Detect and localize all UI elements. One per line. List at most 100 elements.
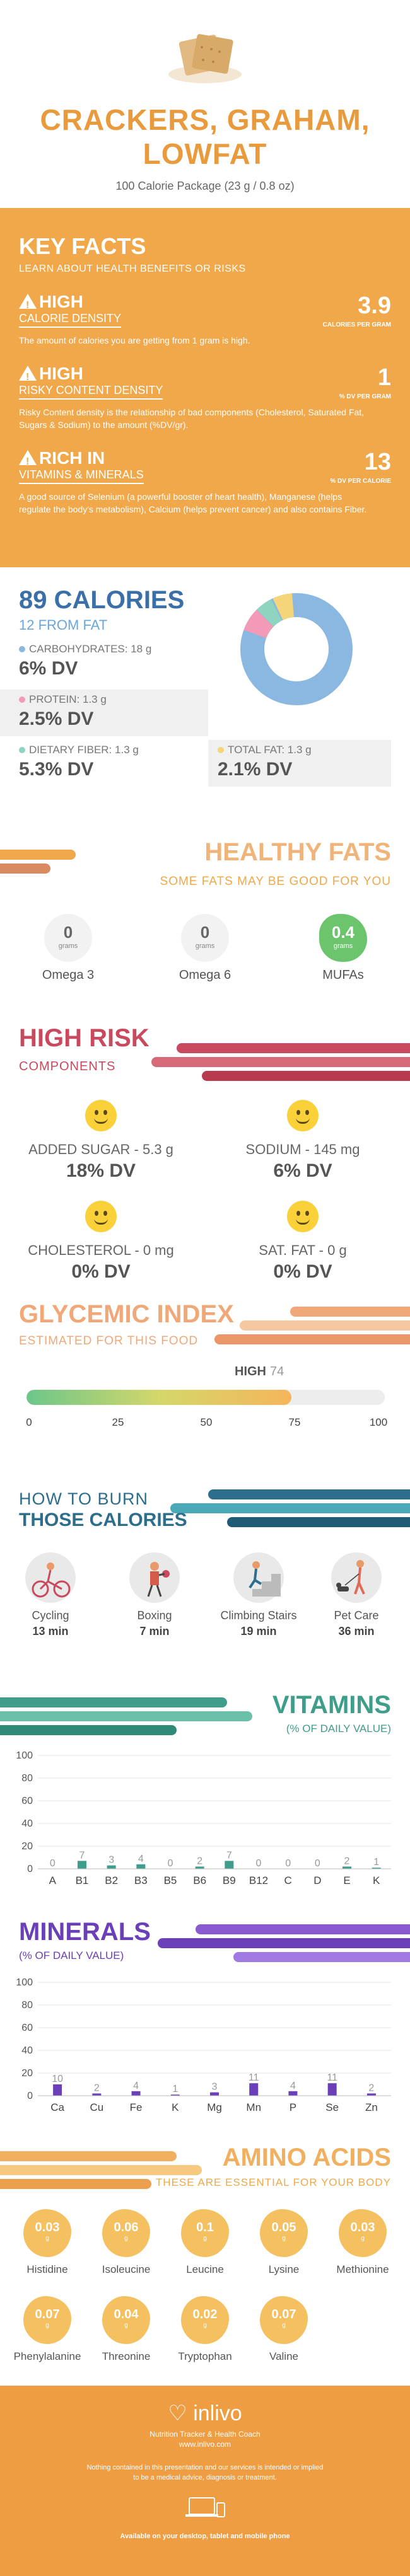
warning-icon <box>19 294 37 315</box>
legend-dot <box>19 646 25 652</box>
availability: Available on your desktop, tablet and mo… <box>120 2533 290 2540</box>
brand-url[interactable]: www.inlivo.com <box>179 2440 231 2449</box>
burn-section: HOW TO BURN THOSE CALORIES Cycling 13 min… <box>0 1478 410 1686</box>
bar <box>131 2091 141 2096</box>
fat-mufas: 0.4 grams MUFAs <box>305 914 381 983</box>
x-tick-label: A <box>49 1874 57 1886</box>
x-tick-label: E <box>343 1874 350 1886</box>
minerals-subtitle: (% OF DAILY VALUE) <box>19 1949 124 1961</box>
warning-icon <box>19 366 37 386</box>
bar-value-label: 0 <box>168 1858 173 1869</box>
risk-cholesterol: CHOLESTEROL - 0 mg 0% DV <box>6 1201 196 1283</box>
devices-icon <box>185 2497 225 2517</box>
x-tick-label: K <box>373 1874 380 1886</box>
decor-stripes <box>0 2151 202 2189</box>
gi-tick: 75 <box>288 1416 301 1428</box>
nutrient-protein: PROTEIN: 1.3 g 2.5% DV <box>19 693 107 729</box>
glycemic-bar <box>26 1390 385 1405</box>
high-risk-subtitle: COMPONENTS <box>19 1060 116 1073</box>
y-tick-label: 20 <box>21 1841 33 1852</box>
bar <box>210 2092 219 2096</box>
burn-title-2: THOSE CALORIES <box>19 1510 187 1530</box>
activity-boxing: Boxing 7 min <box>107 1552 202 1638</box>
x-tick-label: B3 <box>134 1874 148 1886</box>
crackers-icon <box>168 34 242 83</box>
healthy-fats-section: HEALTHY FATS SOME FATS MAY BE GOOD FOR Y… <box>0 832 410 1018</box>
bar <box>249 2083 259 2096</box>
amino-histidine: 0.03 g Histidine <box>9 2209 85 2276</box>
activity-cycling: Cycling 13 min <box>3 1552 98 1638</box>
legend-dot <box>19 747 25 753</box>
bar-value-label: 2 <box>344 1856 350 1866</box>
minerals-title: MINERALS <box>19 1918 151 1946</box>
bar-value-label: 0 <box>285 1858 291 1869</box>
calorie-donut-chart <box>240 593 353 705</box>
glycemic-subtitle: ESTIMATED FOR THIS FOOD <box>19 1334 199 1348</box>
activity-pet-care: Pet Care 36 min <box>309 1552 404 1638</box>
nutrient-fiber: DIETARY FIBER: 1.3 g 5.3% DV <box>19 744 139 780</box>
glycemic-section: GLYCEMIC INDEX ESTIMATED FOR THIS FOOD H… <box>0 1295 410 1478</box>
decor-stripes <box>151 1043 410 1081</box>
bar <box>225 1861 234 1869</box>
serving-size: 100 Calorie Package (23 g / 0.8 oz) <box>115 180 295 192</box>
bar-value-label: 4 <box>138 1854 144 1864</box>
x-tick-label: Mn <box>246 2101 261 2113</box>
x-tick-label: B2 <box>105 1874 118 1886</box>
x-tick-label: Ca <box>50 2101 64 2113</box>
vitamins-subtitle: (% OF DAILY VALUE) <box>286 1723 391 1735</box>
key-facts-title: KEY FACTS <box>19 233 146 259</box>
fat-omega3: 0 grams Omega 3 <box>30 914 106 983</box>
bar-value-label: 0 <box>256 1858 262 1869</box>
smiley-icon <box>287 1100 319 1131</box>
y-tick-label: 40 <box>21 2045 33 2056</box>
burn-title-1: HOW TO BURN <box>19 1489 149 1508</box>
y-tick-label: 100 <box>16 1977 33 1988</box>
bar-value-label: 7 <box>79 1850 85 1861</box>
amino-isoleucine: 0.06 g Isoleucine <box>88 2209 164 2276</box>
calories-from-fat: 12 FROM FAT <box>19 617 108 633</box>
vitamins-chart: 0 20 40 60 80 100 0 A 7 B1 3 B2 4 B3 0 B5 2 B6 7 B9 0 B12 0 C 0 D… <box>16 1750 391 1886</box>
bar-value-label: 2 <box>94 2082 100 2093</box>
y-tick-label: 100 <box>16 1750 33 1761</box>
amino-section: AMINO ACIDS THESE ARE ESSENTIAL FOR YOUR… <box>0 2140 410 2386</box>
amino-subtitle: THESE ARE ESSENTIAL FOR YOUR BODY <box>155 2176 391 2188</box>
bar <box>136 1864 146 1869</box>
decor-stripes <box>214 1307 410 1344</box>
smiley-icon <box>85 1201 117 1232</box>
y-tick-label: 80 <box>21 2000 33 2011</box>
y-tick-label: 80 <box>21 1773 33 1784</box>
legend-dot <box>218 747 224 753</box>
gi-tick: 25 <box>112 1416 124 1428</box>
bar <box>107 1865 116 1869</box>
brand-logo[interactable]: ♡ inlivo <box>168 2401 242 2425</box>
x-tick-label: B6 <box>193 1874 206 1886</box>
bar-value-label: 11 <box>249 2072 259 2083</box>
bar-value-label: 7 <box>226 1850 232 1861</box>
decor-stripes <box>158 1924 410 1962</box>
x-tick-label: Zn <box>365 2101 378 2113</box>
amino-valine: 0.07 g Valine <box>246 2296 322 2363</box>
key-facts-section: KEY FACTS LEARN ABOUT HEALTH BENEFITS OR… <box>0 208 410 567</box>
boxing-icon <box>129 1552 180 1603</box>
header: CRACKERS, GRAHAM, LOWFAT 100 Calorie Pack… <box>0 0 410 208</box>
amino-lysine: 0.05 g Lysine <box>246 2209 322 2276</box>
high-risk-title: HIGH RISK <box>19 1024 149 1052</box>
x-tick-label: B9 <box>223 1874 236 1886</box>
bar-value-label: 11 <box>327 2072 337 2083</box>
bar-value-label: 4 <box>290 2081 296 2091</box>
risk-sodium: SODIUM - 145 mg 6% DV <box>208 1100 397 1182</box>
high-risk-section: HIGH RISK COMPONENTS ADDED SUGAR - 5.3 g… <box>0 1018 410 1295</box>
fat-omega6: 0 grams Omega 6 <box>167 914 243 983</box>
bar-value-label: 0 <box>50 1858 56 1869</box>
healthy-fats-title: HEALTHY FATS <box>204 838 391 866</box>
nutrient-carbs: CARBOHYDRATES: 18 g 6% DV <box>19 643 152 679</box>
bar <box>288 2091 298 2096</box>
decor-stripes <box>0 1697 252 1735</box>
bar-value-label: 10 <box>52 2074 63 2084</box>
x-tick-label: Cu <box>90 2101 103 2113</box>
amino-threonine: 0.04 g Threonine <box>88 2296 164 2363</box>
glycemic-fill <box>26 1390 292 1405</box>
smiley-icon <box>85 1100 117 1131</box>
x-tick-label: B5 <box>164 1874 177 1886</box>
bar-value-label: 2 <box>368 2082 374 2093</box>
